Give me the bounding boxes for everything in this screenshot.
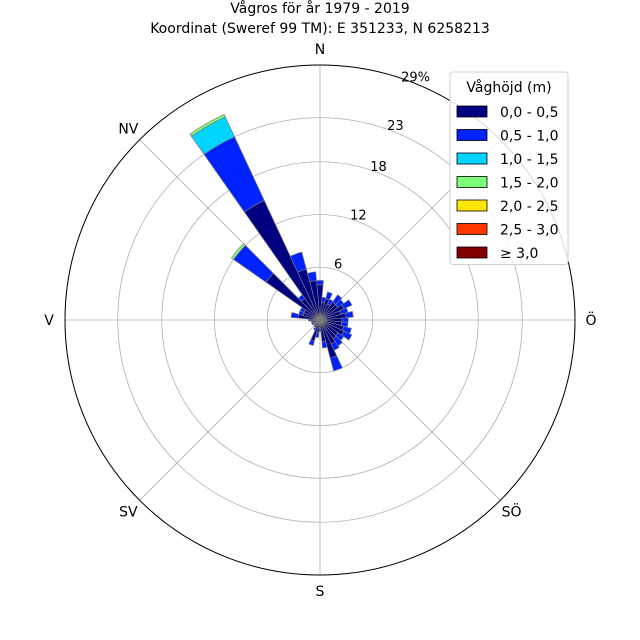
grid-ring [266, 266, 374, 374]
grid-spoke [139, 319, 321, 501]
legend-entry-label: 2,0 - 2,5 [500, 199, 558, 215]
rose-bar-segment [189, 113, 226, 137]
direction-label: N [315, 42, 325, 58]
direction-label: Ö [585, 311, 596, 329]
legend-swatch [456, 199, 488, 212]
direction-labels: N NV Ö V SÖ SV S [44, 42, 596, 600]
direction-label: V [44, 313, 54, 329]
legend: Våghöjd (m) 0,0 - 0,5 0,5 - 1,0 1,0 - 1,5 1,… [449, 71, 569, 265]
legend-swatch [456, 105, 488, 118]
direction-label: S [316, 584, 325, 600]
direction-label: SÖ [502, 503, 522, 521]
legend-entry-label: 1,5 - 2,0 [500, 176, 558, 192]
grid-spoke [319, 319, 501, 501]
rose-bar-segment [341, 299, 353, 310]
legend-entry-label: 0,0 - 0,5 [500, 105, 558, 121]
radial-tick-label: 6 [334, 257, 342, 272]
rose-bar-segment [345, 310, 354, 319]
radial-tick-label: 18 [370, 160, 387, 175]
legend-swatch [456, 152, 488, 165]
rose-bar-segment [289, 251, 307, 273]
grid-ring [214, 214, 426, 426]
legend-swatch [456, 246, 488, 259]
rose-bar-segment [316, 280, 324, 286]
rose-bar-segment [329, 355, 343, 372]
legend-entry-label: ≥ 3,0 [500, 246, 538, 262]
rose-bar-segment [230, 243, 246, 260]
rose-bar-segment [290, 312, 300, 319]
grid-ring [117, 117, 523, 523]
legend-frame [449, 71, 569, 265]
direction-label: SV [119, 505, 138, 521]
direction-label: NV [118, 121, 138, 137]
rose-bar-segment [312, 326, 317, 331]
legend-entry-label: 2,5 - 3,0 [500, 223, 558, 239]
grid-ring [161, 161, 479, 479]
legend-entry-label: 1,0 - 1,5 [500, 152, 558, 168]
radial-tick-label: 23 [387, 119, 404, 134]
rose-bar-segment [321, 340, 328, 349]
rose-bars [189, 113, 354, 372]
rose-bar-segment [341, 330, 353, 341]
rose-bar-segment [307, 271, 317, 283]
radial-tick-label: 29% [401, 70, 430, 85]
radial-tick-label: 12 [350, 209, 367, 224]
legend-entry-label: 0,5 - 1,0 [500, 129, 558, 145]
legend-swatch [456, 223, 488, 235]
legend-swatch [456, 129, 488, 141]
rose-bar-segment [308, 339, 315, 346]
polar-frame [64, 64, 576, 576]
rose-bar-segment [332, 294, 343, 305]
rose-bar-segment [325, 291, 333, 301]
chart-title: Vågros för år 1979 - 2019 [230, 0, 409, 17]
legend-title: Våghöjd (m) [466, 79, 551, 96]
chart-subtitle: Koordinat (Sweref 99 TM): E 351233, N 62… [150, 21, 490, 37]
rose-bar-segment [313, 324, 317, 328]
radial-tick-labels: 6 12 18 23 29% [334, 70, 430, 272]
legend-swatch [456, 176, 488, 188]
